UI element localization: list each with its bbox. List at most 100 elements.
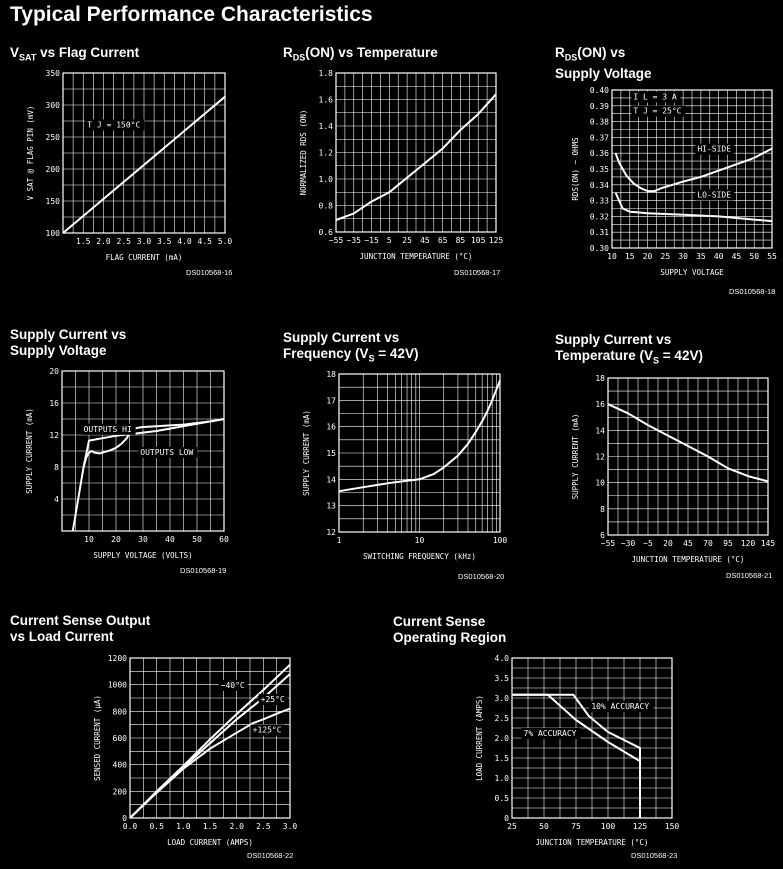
c1-xtick-6: 4.5 — [198, 237, 213, 246]
c3-ytick-6: 0.36 — [590, 149, 609, 158]
c8-ytick-4: 2.0 — [495, 734, 510, 743]
c3-frame — [611, 89, 773, 249]
c7-ytick-3: 600 — [113, 734, 128, 743]
c7-xtick-1: 0.5 — [149, 822, 164, 831]
c4-annotation-bg-0 — [81, 423, 136, 435]
c6-frame — [607, 377, 769, 536]
c8-ytick-7: 3.5 — [495, 674, 510, 683]
c3-ytick-4: 0.34 — [590, 181, 609, 190]
c8-ytick-6: 3.0 — [495, 694, 510, 703]
c1-xtick-3: 3.0 — [137, 237, 152, 246]
c7-series-2 — [129, 707, 291, 819]
c5-series-0 — [338, 380, 501, 493]
c8-ytick-3: 1.5 — [495, 754, 510, 763]
c3-series-0 — [614, 147, 773, 193]
c4-series-0 — [71, 418, 225, 532]
c7-annotation-2: +125°C — [253, 726, 282, 735]
c3-ytick-5: 0.35 — [590, 165, 609, 174]
c5-xlabel: SWITCHING FREQUENCY (kHz) — [363, 552, 476, 561]
c4-ylabel: SUPPLY CURRENT (mA) — [25, 408, 34, 494]
c3-annotation-2: HI-SIDE — [697, 145, 731, 154]
c6-ytick-1: 8 — [600, 505, 605, 514]
c2-xtick-6: 65 — [438, 236, 448, 245]
c4-frame — [61, 370, 225, 532]
c2-xtick-7: 85 — [456, 236, 466, 245]
c8-annotation-0: 10% ACCURACY — [591, 702, 649, 711]
c7-ytick-1: 200 — [113, 787, 128, 796]
c3-xtick-3: 25 — [661, 252, 671, 261]
c4-xtick-5: 60 — [219, 535, 229, 544]
c1-ytick-5: 350 — [46, 69, 61, 78]
c6-xtick-3: 20 — [663, 539, 673, 548]
c8-ytick-5: 2.5 — [495, 714, 510, 723]
c6-xtick-8: 145 — [761, 539, 776, 548]
c3-ytick-9: 0.39 — [590, 102, 609, 111]
c5-ytick-6: 18 — [326, 370, 336, 379]
c1-ytick-3: 250 — [46, 133, 61, 142]
c3-series-1 — [614, 192, 773, 223]
c7-ytick-2: 400 — [113, 761, 128, 770]
c7-annotation-1: +25°C — [261, 695, 285, 704]
c5-xtick-0: 1 — [337, 536, 342, 545]
c2-ytick-4: 1.4 — [319, 122, 334, 131]
c3-ytick-1: 0.31 — [590, 228, 609, 237]
c8-xtick-0: 25 — [507, 822, 517, 831]
c6-xlabel: JUNCTION TEMPERATURE (°C) — [632, 555, 745, 564]
c3-ytick-3: 0.33 — [590, 197, 609, 206]
c6-series-0 — [607, 403, 769, 483]
c3-ylabel: RDS(ON) − OHMS — [571, 137, 580, 201]
c3-annotation-bg-2 — [695, 143, 735, 155]
c7-xtick-4: 2.0 — [229, 822, 244, 831]
c8-annotation-bg-1 — [521, 728, 581, 739]
chart-title-supply-frequency: Supply Current vs Frequency (VS = 42V) — [283, 330, 419, 364]
c4-ytick-4: 20 — [49, 367, 59, 376]
c3-annotation-bg-3 — [695, 189, 735, 201]
c6-xtick-7: 120 — [741, 539, 756, 548]
c7-ylabel: SENSED CURRENT (µA) — [93, 695, 102, 781]
c1-xtick-2: 2.5 — [117, 237, 132, 246]
c8-xtick-2: 75 — [571, 822, 581, 831]
c4-xlabel: SUPPLY VOLTAGE (VOLTS) — [93, 551, 192, 560]
c1-series-0 — [62, 95, 226, 234]
c6-xtick-1: −30 — [621, 539, 636, 548]
c8-ytick-2: 1.0 — [495, 774, 510, 783]
c7-ytick-6: 1200 — [108, 654, 127, 663]
doc-id-20: DS010568-20 — [458, 572, 505, 581]
c5-xtick-2: 100 — [493, 536, 508, 545]
c1-ytick-2: 200 — [46, 165, 61, 174]
c4-annotation-bg-1 — [138, 447, 198, 458]
c1-ytick-0: 100 — [46, 229, 61, 238]
c5-ytick-3: 15 — [326, 449, 336, 458]
c1-ylabel: V SAT @ FLAG PIN (mV) — [26, 106, 35, 201]
c8-ytick-1: 0.5 — [495, 794, 510, 803]
c8-xlabel: JUNCTION TEMPERATURE (°C) — [536, 838, 649, 847]
c7-frame — [129, 657, 291, 819]
c6-xtick-6: 95 — [723, 539, 733, 548]
c2-xtick-8: 105 — [471, 236, 486, 245]
c7-ytick-0: 0 — [122, 814, 127, 823]
c6-ytick-2: 10 — [595, 479, 605, 488]
c3-annotation-bg-0 — [631, 91, 681, 103]
chart-title-supply-temperature: Supply Current vs Temperature (VS = 42V) — [555, 332, 703, 366]
doc-id-22: DS010568-22 — [247, 851, 294, 860]
c1-annotation-bg-0 — [85, 119, 145, 131]
c3-xtick-2: 20 — [643, 252, 653, 261]
c2-xlabel: JUNCTION TEMPERATURE (°C) — [360, 252, 473, 261]
c2-series-0 — [335, 93, 497, 222]
c3-annotation-0: I L = 3 A — [633, 92, 677, 101]
doc-id-19: DS010568-19 — [180, 566, 227, 575]
chart-title-sense-output: Current Sense Output vs Load Current — [10, 613, 151, 644]
c6-ytick-6: 18 — [595, 374, 605, 383]
c8-annotation-bg-0 — [589, 701, 654, 713]
c2-ytick-0: 0.6 — [319, 228, 334, 237]
c3-xtick-0: 10 — [607, 252, 617, 261]
c7-annotation-bg-2 — [250, 724, 285, 736]
c2-xtick-9: 125 — [489, 236, 504, 245]
c1-ytick-1: 150 — [46, 197, 61, 206]
c5-ytick-1: 13 — [326, 502, 336, 511]
c6-ytick-0: 6 — [600, 531, 605, 540]
c3-xtick-9: 55 — [767, 252, 777, 261]
c8-ylabel: LOAD CURRENT (AMPS) — [475, 695, 484, 781]
c1-xlabel: FLAG CURRENT (mA) — [106, 253, 183, 262]
